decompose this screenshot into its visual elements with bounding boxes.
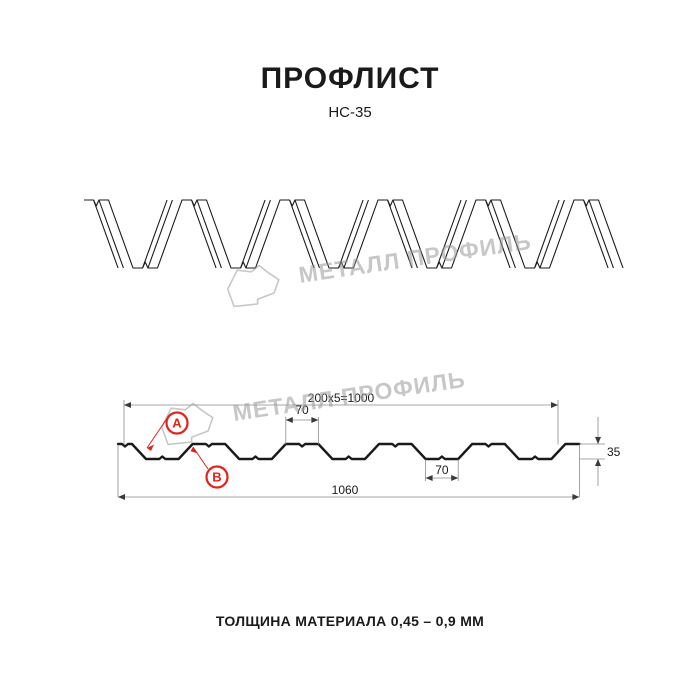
svg-text:1060: 1060	[332, 483, 359, 497]
svg-text:70: 70	[435, 463, 449, 477]
svg-text:B: B	[212, 470, 221, 485]
svg-text:МЕТАЛЛ ПРОФИЛЬ: МЕТАЛЛ ПРОФИЛЬ	[297, 228, 533, 288]
svg-text:35: 35	[607, 445, 621, 459]
svg-text:A: A	[172, 416, 182, 431]
